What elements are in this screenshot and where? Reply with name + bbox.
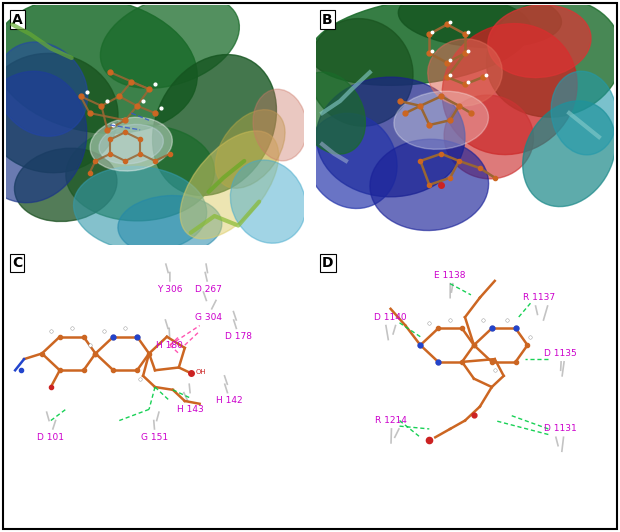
Ellipse shape <box>99 124 164 164</box>
Ellipse shape <box>0 42 87 136</box>
Ellipse shape <box>0 0 197 134</box>
Ellipse shape <box>100 0 239 88</box>
Ellipse shape <box>118 196 222 255</box>
Text: C: C <box>12 256 22 270</box>
Text: R 1214: R 1214 <box>374 416 407 425</box>
Ellipse shape <box>297 72 365 154</box>
Ellipse shape <box>428 39 502 106</box>
Text: D 267: D 267 <box>195 285 222 294</box>
Text: G 151: G 151 <box>141 433 169 442</box>
Ellipse shape <box>0 71 87 203</box>
Ellipse shape <box>215 110 285 188</box>
Ellipse shape <box>487 0 620 117</box>
Ellipse shape <box>180 131 278 239</box>
Ellipse shape <box>523 101 616 206</box>
Text: H 180: H 180 <box>156 340 184 350</box>
Ellipse shape <box>442 23 577 155</box>
Ellipse shape <box>0 53 118 173</box>
Ellipse shape <box>398 0 562 48</box>
Text: OH: OH <box>195 369 206 376</box>
Text: D 1140: D 1140 <box>374 313 407 322</box>
Ellipse shape <box>488 5 591 78</box>
Text: H 142: H 142 <box>216 396 242 405</box>
Ellipse shape <box>551 71 617 155</box>
Ellipse shape <box>153 55 277 195</box>
Text: D 178: D 178 <box>225 332 252 341</box>
Ellipse shape <box>310 0 531 85</box>
Ellipse shape <box>307 113 397 209</box>
Text: D 1135: D 1135 <box>544 349 577 358</box>
Text: D 1131: D 1131 <box>544 425 577 434</box>
Ellipse shape <box>14 148 117 221</box>
Ellipse shape <box>316 77 465 197</box>
Ellipse shape <box>231 160 306 243</box>
Ellipse shape <box>444 95 533 179</box>
Text: Y 306: Y 306 <box>157 285 183 294</box>
Text: D 101: D 101 <box>37 433 64 442</box>
Text: B: B <box>322 13 333 27</box>
Text: D: D <box>322 256 334 270</box>
Text: R 1137: R 1137 <box>523 293 556 302</box>
Text: A: A <box>12 13 23 27</box>
Ellipse shape <box>66 125 215 221</box>
Ellipse shape <box>394 91 489 149</box>
Ellipse shape <box>370 139 489 230</box>
Text: E 1138: E 1138 <box>435 271 466 280</box>
Ellipse shape <box>309 19 413 126</box>
Text: G 304: G 304 <box>195 313 222 322</box>
Ellipse shape <box>90 117 172 171</box>
Ellipse shape <box>74 167 206 251</box>
Ellipse shape <box>253 89 307 161</box>
Text: H 143: H 143 <box>177 405 204 414</box>
